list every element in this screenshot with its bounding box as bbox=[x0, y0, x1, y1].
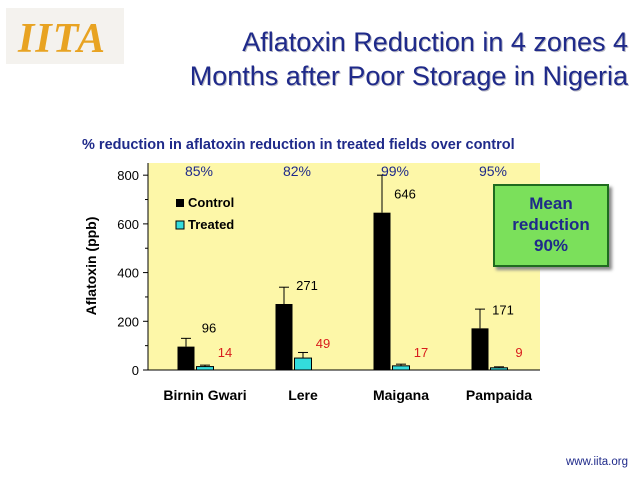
y-tick-label: 600 bbox=[117, 217, 139, 232]
bar-treated-maigana bbox=[392, 365, 410, 371]
legend-label-control: Control bbox=[188, 195, 234, 210]
x-tick-label: Lere bbox=[288, 387, 318, 403]
x-tick-label: Birnin Gwari bbox=[163, 387, 246, 403]
bar-treated-pampaida bbox=[490, 367, 508, 371]
data-label-control: 271 bbox=[296, 278, 318, 293]
percent-reduction-label: 99% bbox=[381, 163, 409, 179]
mean-value: 90% bbox=[533, 236, 569, 255]
bar-control-maigana bbox=[373, 212, 391, 370]
logo-text: IITA bbox=[18, 16, 107, 62]
chart-title: % reduction in aflatoxin reduction in tr… bbox=[82, 137, 515, 153]
data-label-control: 96 bbox=[202, 321, 216, 336]
mean-label: Mean bbox=[529, 194, 573, 213]
legend-swatch-treated bbox=[175, 220, 185, 230]
iita-logo: IITA bbox=[6, 8, 124, 64]
y-tick-label: 400 bbox=[117, 266, 139, 281]
footer-url: www.iita.org bbox=[566, 456, 628, 468]
slide-title: Aflatoxin Reduction in 4 zones 4 Months … bbox=[130, 25, 628, 93]
slide-title-line-2: Months after Poor Storage in Nigeria bbox=[189, 61, 628, 91]
y-tick-label: 0 bbox=[132, 363, 139, 378]
reduction-label: reduction bbox=[512, 215, 590, 234]
x-tick-label: Pampaida bbox=[466, 387, 532, 403]
legend-swatch-control bbox=[176, 199, 184, 207]
data-label-treated: 9 bbox=[515, 345, 522, 360]
data-label-treated: 14 bbox=[218, 345, 232, 360]
bar-treated-birnin-gwari bbox=[196, 366, 214, 371]
data-label-treated: 17 bbox=[414, 345, 428, 360]
bar-control-pampaida bbox=[471, 328, 489, 370]
slide-title-line-1: Aflatoxin Reduction in 4 zones 4 bbox=[242, 27, 628, 57]
mean-reduction-box: Mean reduction 90% bbox=[493, 184, 609, 267]
percent-reduction-label: 85% bbox=[185, 163, 213, 179]
bar-control-birnin-gwari bbox=[177, 346, 195, 370]
y-tick-label: 200 bbox=[117, 314, 139, 329]
legend-label-treated: Treated bbox=[188, 217, 234, 232]
x-tick-label: Maigana bbox=[373, 387, 429, 403]
percent-reduction-label: 82% bbox=[283, 163, 311, 179]
bar-treated-lere bbox=[294, 357, 312, 371]
y-axis-title: Aflatoxin (ppb) bbox=[83, 217, 99, 316]
data-label-control: 646 bbox=[394, 187, 416, 202]
data-label-control: 171 bbox=[492, 302, 514, 317]
data-label-treated: 49 bbox=[316, 336, 330, 351]
y-tick-label: 800 bbox=[117, 168, 139, 183]
percent-reduction-label: 95% bbox=[479, 163, 507, 179]
bar-control-lere bbox=[275, 304, 293, 370]
